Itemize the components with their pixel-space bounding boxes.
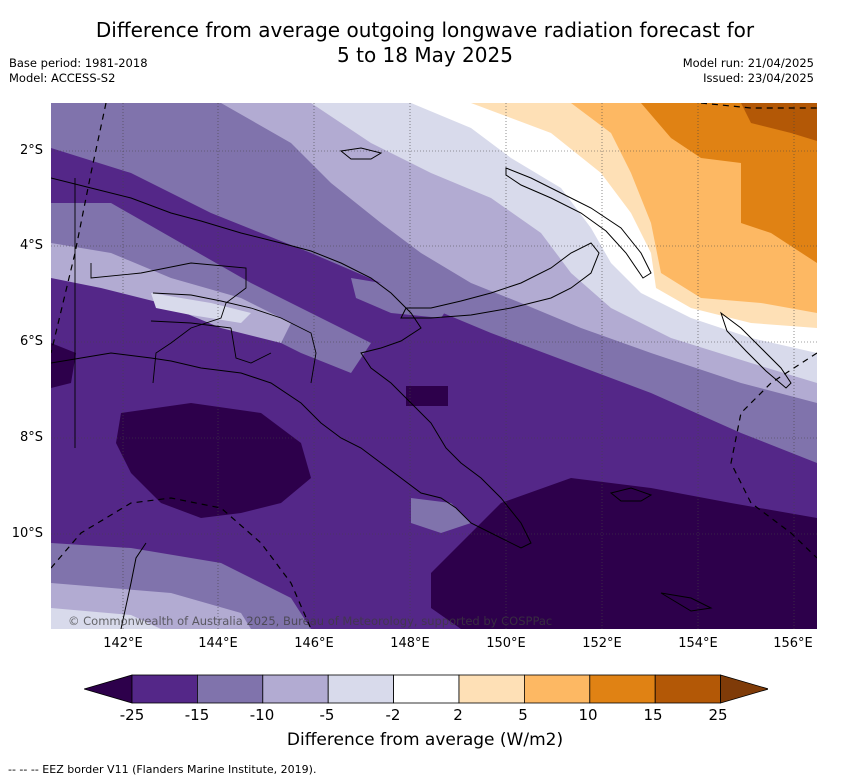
eez-border bbox=[51, 103, 817, 629]
province-borders bbox=[74, 178, 317, 448]
colorbar-high-extend bbox=[720, 674, 771, 704]
colorbar-tick-label: 10 bbox=[578, 706, 598, 724]
colorbar-swatches bbox=[82, 674, 771, 704]
issued-label: Issued: 23/04/2025 bbox=[703, 71, 814, 85]
colorbar-swatch bbox=[523, 674, 591, 704]
lon-label-152e: 152°E bbox=[582, 636, 622, 651]
colorbar-swatch bbox=[654, 674, 722, 704]
map-credit: © Commonwealth of Australia 2025, Bureau… bbox=[68, 614, 553, 628]
lon-label-148e: 148°E bbox=[390, 636, 430, 651]
olr-anomaly-map bbox=[51, 103, 817, 629]
band-minus-25-east bbox=[431, 478, 817, 629]
colorbar-swatch bbox=[393, 674, 460, 704]
map-canvas bbox=[51, 103, 817, 629]
colorbar-tick-label: 25 bbox=[708, 706, 728, 724]
lon-label-142e: 142°E bbox=[103, 636, 143, 651]
colorbar-tick-label: 15 bbox=[643, 706, 663, 724]
title-line-1: Difference from average outgoing longwav… bbox=[95, 18, 755, 42]
meta-right: Model run: 21/04/2025 Issued: 23/04/2025 bbox=[683, 56, 814, 86]
colorbar-tick-label: -2 bbox=[385, 706, 401, 724]
colorbar-tick-label: 5 bbox=[518, 706, 528, 724]
band-plus-15 bbox=[741, 103, 817, 141]
colorbar-swatch bbox=[589, 674, 656, 704]
band-minus-10-lobe bbox=[51, 203, 371, 373]
colorbar-low-extend bbox=[82, 674, 133, 704]
colorbar-title: Difference from average (W/m2) bbox=[286, 730, 564, 750]
colorbar-tick-label: -25 bbox=[119, 706, 145, 724]
band-minus-25-box bbox=[406, 386, 448, 406]
lon-label-154e: 154°E bbox=[678, 636, 718, 651]
lat-label-10s: 10°S bbox=[11, 526, 43, 541]
lon-label-144e: 144°E bbox=[198, 636, 238, 651]
eez-legend-footer: -- -- -- EEZ border V11 (Flanders Marine… bbox=[8, 763, 317, 776]
colorbar-tick-label: -10 bbox=[249, 706, 275, 724]
meta-left: Base period: 1981-2018 Model: ACCESS-S2 bbox=[9, 56, 148, 86]
base-period-label: Base period: 1981-2018 bbox=[9, 56, 148, 70]
model-run-label: Model run: 21/04/2025 bbox=[682, 56, 814, 70]
band-plus-10 bbox=[641, 103, 817, 263]
colorbar-swatch bbox=[131, 674, 198, 704]
colorbar-tick-label: -15 bbox=[184, 706, 210, 724]
colorbar bbox=[82, 674, 771, 708]
lat-label-8s: 8°S bbox=[19, 430, 43, 445]
band-minus-10-gulf bbox=[411, 498, 471, 533]
band-minus-25-west bbox=[116, 403, 311, 518]
title-line-2: 5 to 18 May 2025 bbox=[337, 43, 513, 67]
lat-label-6s: 6°S bbox=[19, 334, 43, 349]
coastlines bbox=[51, 147, 792, 629]
colorbar-swatch bbox=[197, 674, 264, 704]
lat-label-4s: 4°S bbox=[19, 238, 43, 253]
colorbar-tick-label: 2 bbox=[453, 706, 463, 724]
band-minus-2-lobe bbox=[151, 293, 251, 323]
band-minus-25-edge bbox=[51, 343, 76, 388]
colorbar-tick-label: -5 bbox=[319, 706, 335, 724]
lon-label-156e: 156°E bbox=[773, 636, 813, 651]
lat-label-2s: 2°S bbox=[19, 143, 43, 158]
colorbar-swatch bbox=[262, 674, 329, 704]
colorbar-swatch bbox=[327, 674, 394, 704]
lon-label-150e: 150°E bbox=[486, 636, 526, 651]
map-title: Difference from average outgoing longwav… bbox=[0, 18, 850, 68]
graticule bbox=[51, 103, 817, 629]
band-minus-2-south bbox=[51, 608, 161, 629]
model-label: Model: ACCESS-S2 bbox=[9, 71, 116, 85]
colorbar-swatch bbox=[458, 674, 525, 704]
lon-label-146e: 146°E bbox=[294, 636, 334, 651]
